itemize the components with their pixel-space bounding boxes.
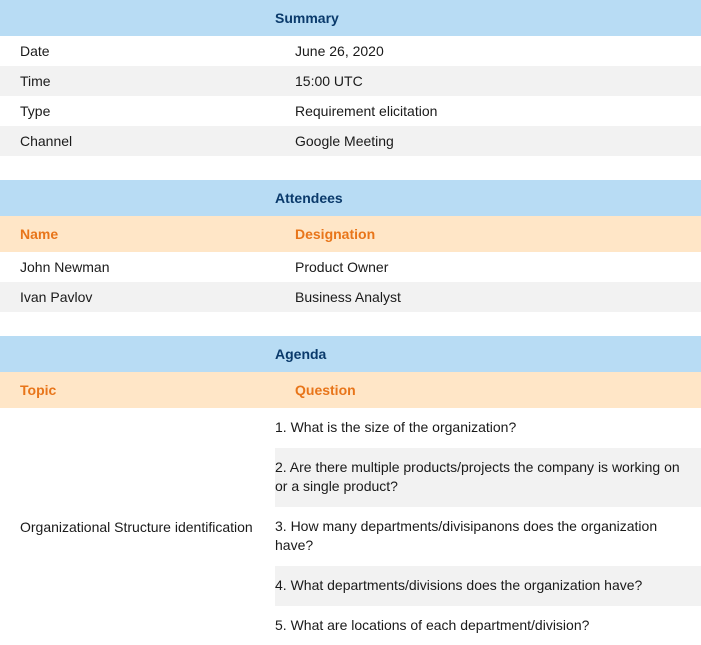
blank-row bbox=[0, 312, 701, 326]
summary-label: Date bbox=[0, 36, 275, 66]
blank-row bbox=[0, 156, 701, 170]
summary-row: Channel Google Meeting bbox=[0, 126, 701, 156]
agenda-header: Agenda bbox=[0, 336, 701, 372]
attendee-row: John Newman Product Owner bbox=[0, 252, 701, 282]
agenda-question: 4. What departments/divisions does the o… bbox=[275, 566, 701, 606]
attendee-name: John Newman bbox=[0, 252, 275, 282]
summary-value: 15:00 UTC bbox=[275, 66, 701, 96]
attendees-col-designation: Designation bbox=[275, 216, 701, 252]
summary-header: Summary bbox=[0, 0, 701, 36]
agenda-questions: 1. What is the size of the organization?… bbox=[275, 408, 701, 645]
attendee-designation: Product Owner bbox=[275, 252, 701, 282]
attendees-column-header: Name Designation bbox=[0, 216, 701, 252]
agenda-question: 1. What is the size of the organization? bbox=[275, 408, 701, 448]
agenda-col-question: Question bbox=[275, 372, 701, 408]
summary-value: Requirement elicitation bbox=[275, 96, 701, 126]
agenda-topic: Organizational Structure identification bbox=[0, 408, 275, 645]
section-spacer bbox=[0, 326, 701, 336]
attendees-col-name: Name bbox=[0, 216, 275, 252]
agenda-question: 5. What are locations of each department… bbox=[275, 606, 701, 645]
agenda-question: 2. Are there multiple products/projects … bbox=[275, 448, 701, 507]
summary-label: Channel bbox=[0, 126, 275, 156]
attendee-row: Ivan Pavlov Business Analyst bbox=[0, 282, 701, 312]
summary-value: June 26, 2020 bbox=[275, 36, 701, 66]
summary-label: Type bbox=[0, 96, 275, 126]
summary-row: Type Requirement elicitation bbox=[0, 96, 701, 126]
agenda-col-topic: Topic bbox=[0, 372, 275, 408]
agenda-body: Organizational Structure identification … bbox=[0, 408, 701, 645]
summary-row: Time 15:00 UTC bbox=[0, 66, 701, 96]
attendee-designation: Business Analyst bbox=[275, 282, 701, 312]
agenda-question: 3. How many departments/divisipanons doe… bbox=[275, 507, 701, 566]
summary-row: Date June 26, 2020 bbox=[0, 36, 701, 66]
attendees-header: Attendees bbox=[0, 180, 701, 216]
agenda-column-header: Topic Question bbox=[0, 372, 701, 408]
summary-label: Time bbox=[0, 66, 275, 96]
section-spacer bbox=[0, 170, 701, 180]
attendee-name: Ivan Pavlov bbox=[0, 282, 275, 312]
summary-value: Google Meeting bbox=[275, 126, 701, 156]
